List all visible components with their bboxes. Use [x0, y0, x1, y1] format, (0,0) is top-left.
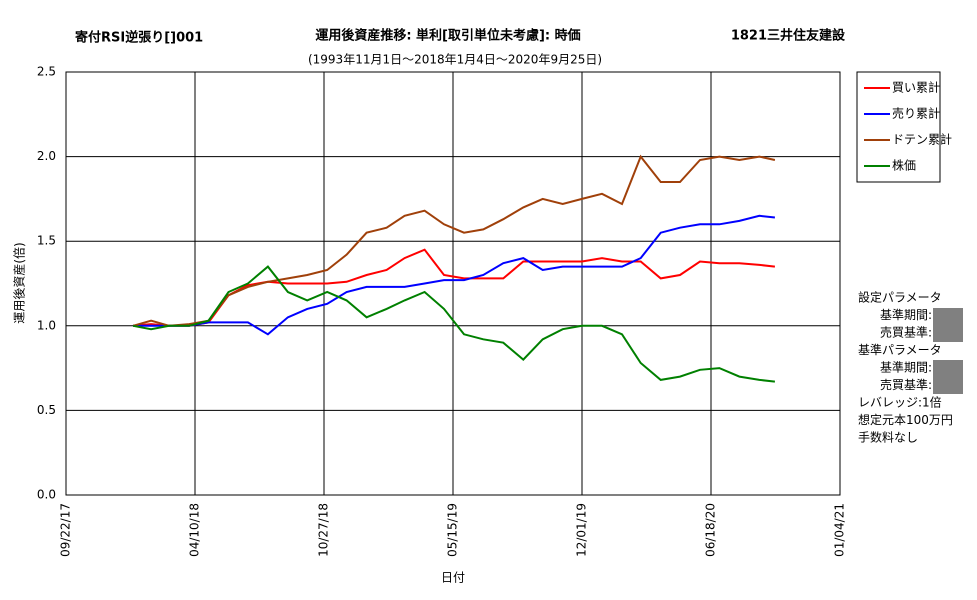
legend-label: 買い累計	[892, 80, 940, 95]
x-tick-label: 04/10/18	[188, 503, 202, 557]
x-tick-label: 09/22/17	[59, 503, 73, 557]
parameter-text: 売買基準:	[880, 325, 932, 340]
x-tick-label: 10/27/18	[317, 503, 331, 557]
header-left: 寄付RSI逆張り[]001	[75, 30, 203, 46]
plot-frame	[65, 71, 841, 496]
y-tick-label: 0.5	[37, 403, 56, 417]
y-axis-label: 運用後資産(倍)	[12, 242, 27, 323]
series-line	[133, 214, 776, 336]
y-tick-label: 1.5	[37, 234, 56, 248]
x-tick-label: 05/15/19	[446, 503, 460, 557]
y-tick-label: 2.0	[37, 149, 56, 163]
chart-title: 運用後資産推移: 単利[取引単位未考慮]: 時価	[315, 28, 580, 44]
hidden-value	[933, 308, 963, 342]
series-line	[132, 154, 776, 327]
parameter-text: 基準期間:	[880, 307, 932, 322]
legend-label: 売り累計	[892, 106, 940, 121]
parameter-text: 基準パラメータ	[858, 342, 942, 357]
y-tick-label: 0.0	[37, 488, 56, 502]
parameter-text: 設定パラメータ	[858, 290, 942, 305]
parameter-text: 売買基準:	[880, 377, 932, 392]
parameter-text: レバレッジ:1倍	[858, 395, 942, 410]
parameter-text: 手数料なし	[858, 430, 918, 445]
legend-label: 株価	[892, 158, 916, 173]
legend-label: ドテン累計	[892, 132, 952, 147]
y-tick-label: 2.5	[37, 65, 56, 79]
x-tick-label: 06/18/20	[704, 503, 718, 557]
parameter-text: 想定元本100万円	[858, 412, 953, 427]
x-tick-label: 01/04/21	[833, 503, 847, 557]
parameter-text: 基準期間:	[880, 360, 932, 375]
x-axis-label: 日付	[441, 571, 465, 585]
y-tick-label: 1.0	[37, 318, 56, 332]
legend-box	[856, 71, 941, 183]
x-tick-label: 12/01/19	[575, 503, 589, 557]
chart-subtitle: (1993年11月1日～2018年1月4日～2020年9月25日)	[308, 53, 602, 67]
header-right: 1821三井住友建設	[731, 28, 846, 44]
hidden-value	[933, 360, 963, 394]
series-line	[132, 265, 776, 383]
